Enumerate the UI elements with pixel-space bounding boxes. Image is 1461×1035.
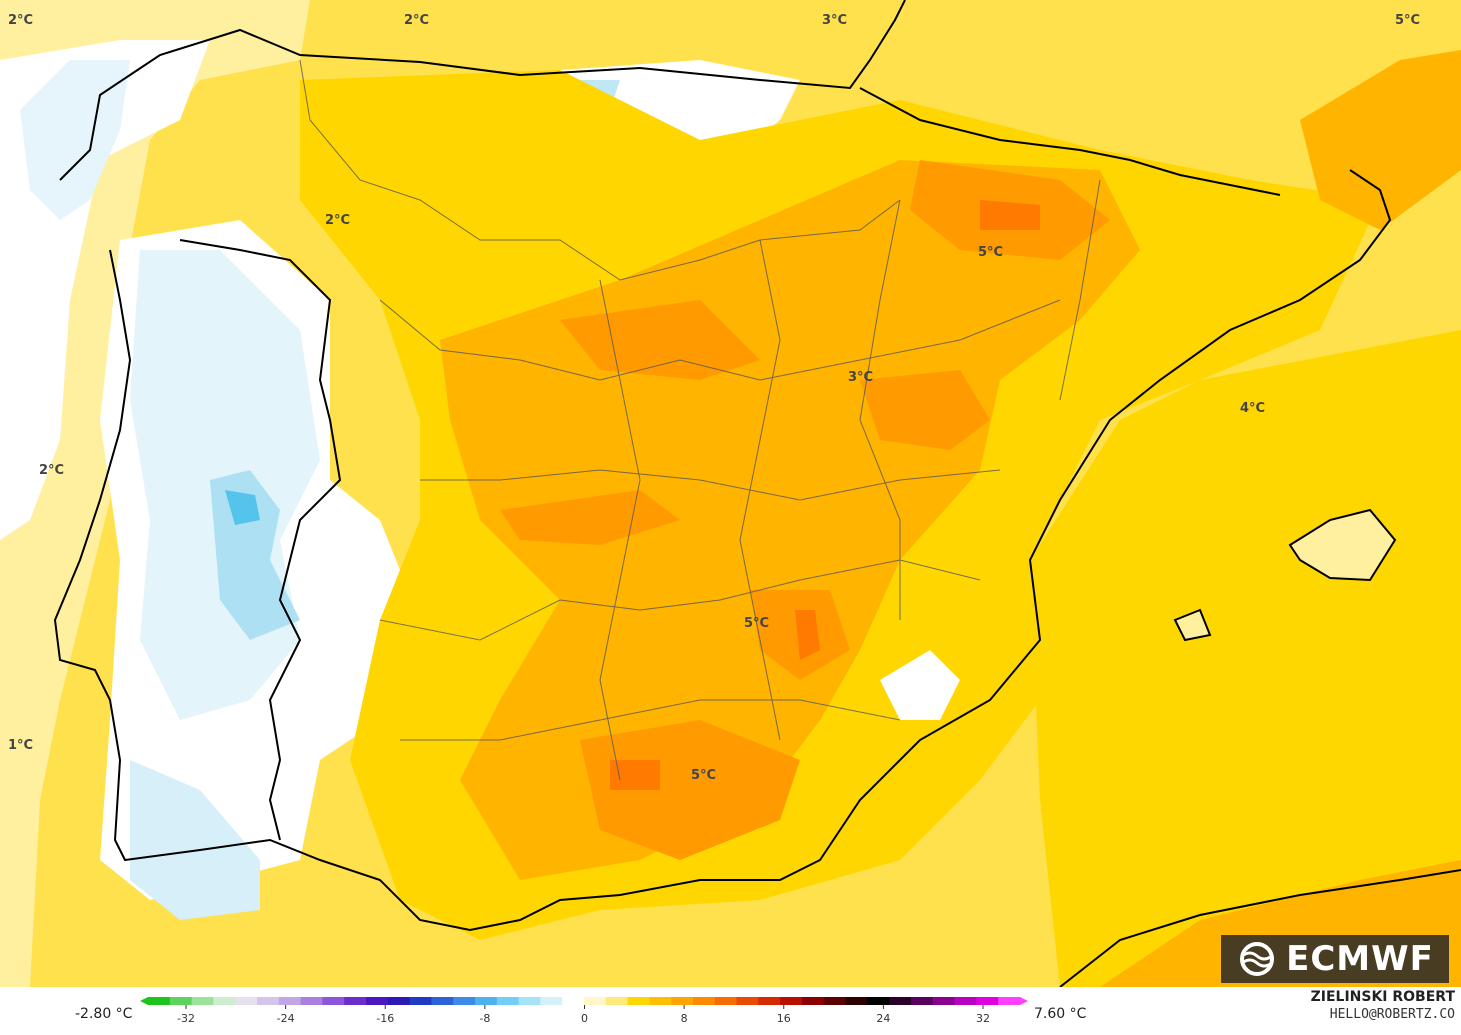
portugal-spain-border <box>179 239 342 841</box>
colorbar-cell <box>344 997 367 1005</box>
colorbar-cell <box>409 997 432 1005</box>
colorbar-cell <box>584 997 607 1005</box>
author-email: HELLO@ROBERTZ.CO <box>1329 1007 1455 1022</box>
colorbar-cell <box>213 997 236 1005</box>
colorbar-cell <box>605 997 629 1005</box>
coastline-north <box>59 0 906 181</box>
colorbar-cell <box>475 997 498 1005</box>
colorbar-tick-label: -8 <box>479 1012 490 1025</box>
colorbar-max-arrow <box>1020 997 1028 1005</box>
colorbar-cell <box>932 997 956 1005</box>
colorbar-cell <box>562 997 585 1005</box>
temperature-anomaly-map: 2°C 2°C 3°C 5°C 2°C 5°C 3°C 4°C 2°C 5°C … <box>0 0 1461 987</box>
andalucia-core <box>610 760 660 790</box>
colorbar-cell <box>235 997 258 1005</box>
colorbar-tick-label: -32 <box>177 1012 195 1025</box>
author-credit: ZIELINSKI ROBERT HELLO@ROBERTZ.CO <box>1311 989 1455 1023</box>
colorbar-cell <box>387 997 411 1005</box>
colorbar-tick-label: -24 <box>277 1012 295 1025</box>
colorbar-cell <box>496 997 520 1005</box>
colorbar-cell <box>714 997 738 1005</box>
ecmwf-logo: ECMWF <box>1221 935 1449 983</box>
ecmwf-wave-icon <box>1240 942 1275 976</box>
colorbar-cell <box>911 997 934 1005</box>
temp-label: 5°C <box>691 768 716 783</box>
france-border <box>859 87 1281 196</box>
temp-label: 2°C <box>404 13 429 28</box>
colorbar-cell <box>823 997 847 1005</box>
colorbar-cell <box>518 997 541 1005</box>
mallorca-island <box>1288 508 1397 582</box>
colorbar-cell <box>780 997 803 1005</box>
ebro-core <box>980 200 1040 230</box>
colorbar-cell <box>802 997 825 1005</box>
colorbar-area: -2.80 °C -32 -24 -16 -8 0 8 16 24 32 7.60 °C ZIE… <box>0 987 1461 1035</box>
mancha-core <box>795 610 820 660</box>
temp-label: 5°C <box>978 245 1003 260</box>
colorbar-tick-label: 8 <box>681 1012 688 1025</box>
colorbar-tick-label: 16 <box>777 1012 791 1025</box>
colorbar-cell <box>758 997 781 1005</box>
andalucia-hotspot <box>580 720 800 860</box>
temp-label: 5°C <box>744 616 769 631</box>
colorbar-cell <box>976 997 999 1005</box>
galicia-cool-area <box>20 60 130 220</box>
colorbar-cell <box>889 997 912 1005</box>
colorbar-cell <box>191 997 214 1005</box>
colorbar-min-arrow <box>140 997 148 1005</box>
colorbar-cell <box>148 997 171 1005</box>
colorbar-cell <box>169 997 193 1005</box>
africa-coast <box>1059 869 1461 987</box>
alentejo-blue-area <box>130 760 260 920</box>
ibiza-island <box>1173 608 1212 642</box>
colorbar-cell <box>627 997 650 1005</box>
temp-label: 2°C <box>325 213 350 228</box>
castilla-hotspot <box>560 300 760 380</box>
colorbar-tick-label: -16 <box>376 1012 394 1025</box>
colorbar-cell <box>736 997 759 1005</box>
central-deep-blue-spot <box>225 490 260 525</box>
colorbar-cell <box>322 997 345 1005</box>
teruel-hotspot <box>860 370 990 450</box>
colorbar-tick-label: 0 <box>581 1012 588 1025</box>
temp-label: 3°C <box>848 370 873 385</box>
temp-label: 4°C <box>1240 401 1265 416</box>
coastline-portugal <box>53 169 1392 932</box>
colorbar-tick-label: 32 <box>976 1012 990 1025</box>
colorbar: -32 -24 -16 -8 0 8 16 24 32 <box>140 997 1028 1025</box>
temperature-labels: 2°C 2°C 3°C 5°C 2°C 5°C 3°C 4°C 2°C 5°C … <box>8 13 1420 783</box>
colorbar-cell <box>300 997 323 1005</box>
colorbar-cell <box>540 997 563 1005</box>
colorbar-max-label: 7.60 °C <box>1034 1006 1087 1022</box>
colorbar-cell <box>867 997 890 1005</box>
ecmwf-logo-text: ECMWF <box>1286 939 1434 979</box>
murcia-white-spot <box>880 650 960 720</box>
colorbar-cell <box>671 997 694 1005</box>
colorbar-cell <box>998 997 1021 1005</box>
colorbar-cell <box>431 997 454 1005</box>
temp-label: 2°C <box>8 13 33 28</box>
colorbar-cell <box>954 997 977 1005</box>
temp-label: 5°C <box>1395 13 1420 28</box>
colorbar-cell <box>845 997 868 1005</box>
temp-label: 2°C <box>39 463 64 478</box>
author-name: ZIELINSKI ROBERT <box>1310 989 1455 1005</box>
temp-label: 1°C <box>8 738 33 753</box>
colorbar-cell <box>278 997 302 1005</box>
colorbar-cell <box>453 997 476 1005</box>
colorbar-cell <box>649 997 672 1005</box>
mediterranean-field <box>1030 330 1461 987</box>
colorbar-cell <box>366 997 389 1005</box>
colorbar-tick-label: 24 <box>876 1012 890 1025</box>
catalonia-orange <box>1300 50 1461 230</box>
colorbar-cell <box>693 997 716 1005</box>
colorbar-min-label: -2.80 °C <box>75 1006 133 1022</box>
temp-label: 3°C <box>822 13 847 28</box>
colorbar-cell <box>257 997 280 1005</box>
region-borders <box>299 59 1101 781</box>
